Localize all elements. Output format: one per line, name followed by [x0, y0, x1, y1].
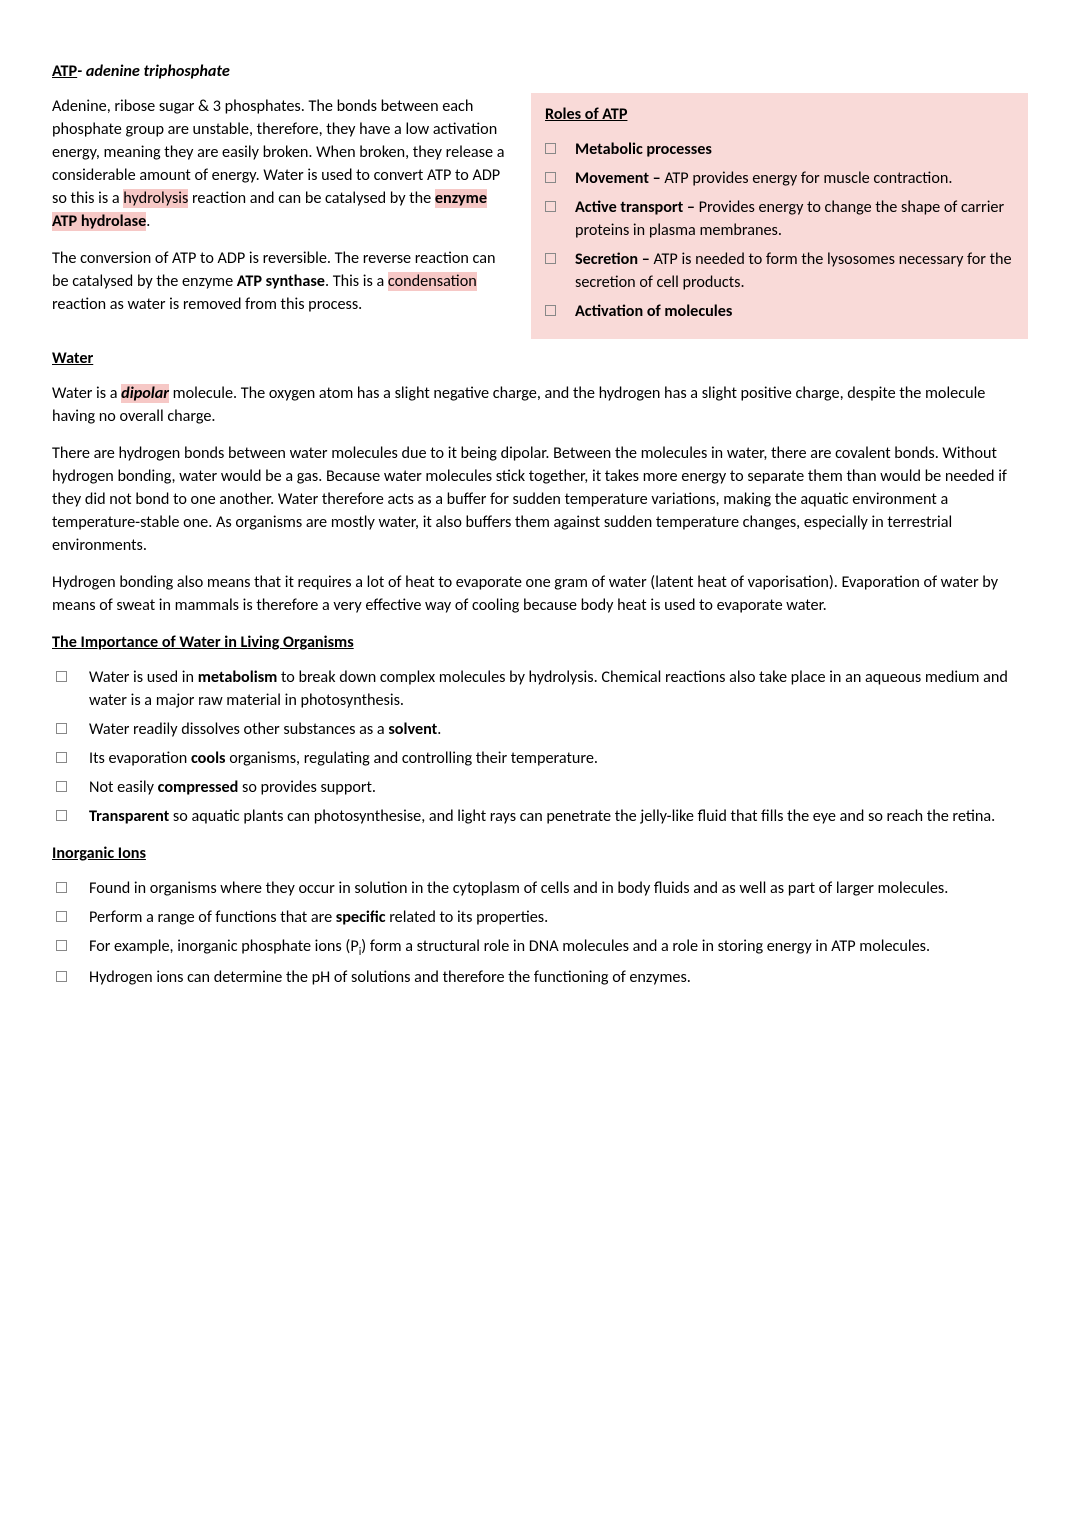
text-segment: reaction as water is removed from this p…	[52, 295, 362, 314]
atp-paragraph-2: The conversion of ATP to ADP is reversib…	[52, 247, 509, 316]
title-sep: -	[77, 62, 86, 81]
checkbox-icon	[545, 172, 556, 183]
list-item-text: Movement – ATP provides energy for muscl…	[575, 167, 1014, 190]
highlighted-bold-italic: dipolar	[121, 384, 169, 403]
highlighted-text: condensation	[388, 272, 477, 291]
bold-text: ATP synthase	[237, 272, 325, 291]
text-segment: reaction and can be catalysed by the	[188, 189, 435, 208]
list-item: Found in organisms where they occur in s…	[52, 877, 1028, 900]
text-segment: molecule. The oxygen atom has a slight n…	[52, 384, 985, 426]
atp-text-column: Adenine, ribose sugar & 3 phosphates. Th…	[52, 95, 509, 330]
list-item: Not easily compressed so provides suppor…	[52, 776, 1028, 799]
list-item-text: Not easily compressed so provides suppor…	[89, 776, 1028, 799]
water-heading: Water	[52, 347, 1028, 370]
checkbox-icon	[56, 810, 67, 821]
water-paragraph-3: Hydrogen bonding also means that it requ…	[52, 571, 1028, 617]
list-item-text: Secretion – ATP is needed to form the ly…	[575, 248, 1014, 294]
aside-list: Metabolic processes Movement – ATP provid…	[545, 138, 1014, 323]
title-italic: adenine triphosphate	[86, 62, 230, 81]
list-item: Hydrogen ions can determine the pH of so…	[52, 966, 1028, 989]
checkbox-icon	[56, 752, 67, 763]
list-item: Metabolic processes	[545, 138, 1014, 161]
list-item-text: Found in organisms where they occur in s…	[89, 877, 1028, 900]
list-item: Active transport – Provides energy to ch…	[545, 196, 1014, 242]
roles-of-atp-box: Roles of ATP Metabolic processes Movement…	[531, 93, 1028, 339]
list-item: Perform a range of functions that are sp…	[52, 906, 1028, 929]
water-paragraph-1: Water is a dipolar molecule. The oxygen …	[52, 382, 1028, 428]
checkbox-icon	[56, 671, 67, 682]
list-item-text: Water readily dissolves other substances…	[89, 718, 1028, 741]
list-item-text: Activation of molecules	[575, 300, 1014, 323]
list-item-text: Transparent so aquatic plants can photos…	[89, 805, 1028, 828]
ions-heading: Inorganic Ions	[52, 842, 1028, 865]
list-item: Movement – ATP provides energy for muscl…	[545, 167, 1014, 190]
list-item-text: Perform a range of functions that are sp…	[89, 906, 1028, 929]
text-segment: . This is a	[325, 272, 388, 291]
aside-heading: Roles of ATP	[545, 103, 1014, 126]
checkbox-icon	[56, 882, 67, 893]
list-item-text: Metabolic processes	[575, 138, 1014, 161]
importance-heading: The Importance of Water in Living Organi…	[52, 631, 1028, 654]
list-item: Water readily dissolves other substances…	[52, 718, 1028, 741]
list-item-text: Hydrogen ions can determine the pH of so…	[89, 966, 1028, 989]
title-bold: ATP	[52, 62, 77, 81]
list-item-text: Its evaporation cools organisms, regulat…	[89, 747, 1028, 770]
checkbox-icon	[56, 971, 67, 982]
list-item-text: Active transport – Provides energy to ch…	[575, 196, 1014, 242]
atp-section: Adenine, ribose sugar & 3 phosphates. Th…	[52, 95, 1028, 339]
ions-list: Found in organisms where they occur in s…	[52, 877, 1028, 989]
checkbox-icon	[56, 940, 67, 951]
list-item: Its evaporation cools organisms, regulat…	[52, 747, 1028, 770]
page-title: ATP- adenine triphosphate	[52, 60, 1028, 83]
importance-list: Water is used in metabolism to break dow…	[52, 666, 1028, 828]
list-item: For example, inorganic phosphate ions (P…	[52, 935, 1028, 960]
text-segment: Water is a	[52, 384, 121, 403]
list-item: Transparent so aquatic plants can photos…	[52, 805, 1028, 828]
list-item: Activation of molecules	[545, 300, 1014, 323]
text-segment: .	[146, 212, 150, 231]
checkbox-icon	[56, 723, 67, 734]
checkbox-icon	[545, 253, 556, 264]
list-item: Secretion – ATP is needed to form the ly…	[545, 248, 1014, 294]
list-item-text: Water is used in metabolism to break dow…	[89, 666, 1028, 712]
checkbox-icon	[56, 911, 67, 922]
water-paragraph-2: There are hydrogen bonds between water m…	[52, 442, 1028, 557]
atp-paragraph-1: Adenine, ribose sugar & 3 phosphates. Th…	[52, 95, 509, 233]
checkbox-icon	[545, 143, 556, 154]
highlighted-text: hydrolysis	[123, 189, 188, 208]
checkbox-icon	[545, 305, 556, 316]
list-item-text: For example, inorganic phosphate ions (P…	[89, 935, 1028, 960]
checkbox-icon	[56, 781, 67, 792]
list-item: Water is used in metabolism to break dow…	[52, 666, 1028, 712]
checkbox-icon	[545, 201, 556, 212]
